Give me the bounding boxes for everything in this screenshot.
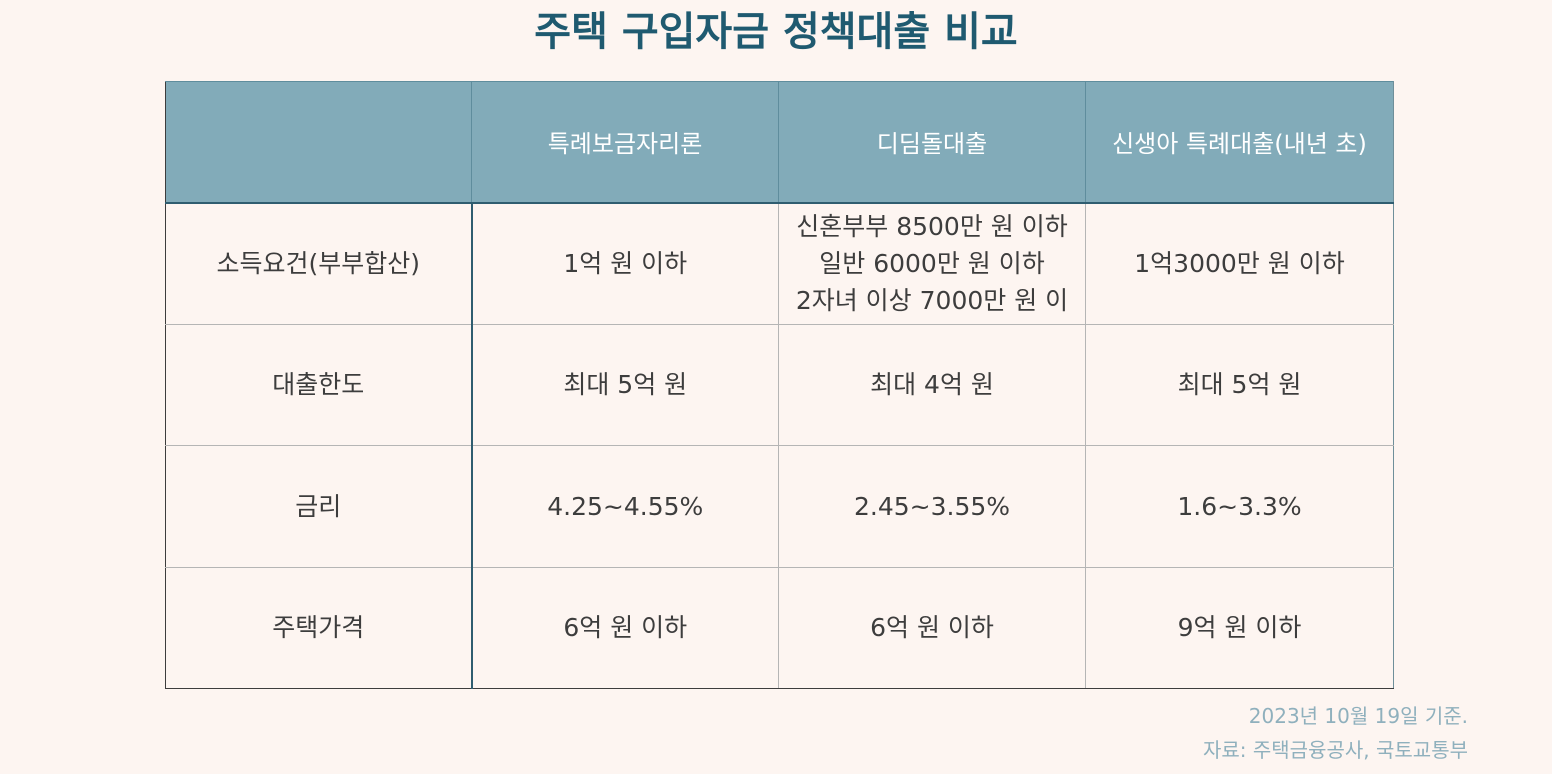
header-row: 특례보금자리론 디딤돌대출 신생아 특례대출(내년 초)	[165, 81, 1394, 204]
comparison-table: 특례보금자리론 디딤돌대출 신생아 특례대출(내년 초) 소득요건(부부합산) 1…	[165, 81, 1394, 689]
table-cell: 4.25~4.55%	[471, 445, 779, 568]
table-cell-line: 최대 5억 원	[1177, 370, 1302, 400]
table-cell: 6억 원 이하	[471, 566, 779, 689]
header-cell-corner	[165, 81, 472, 204]
row-label-cell: 금리	[165, 445, 473, 568]
table-cell-line: 최대 4억 원	[870, 370, 994, 400]
table-row: 대출한도 최대 5억 원 최대 4억 원 최대 5억 원	[165, 323, 1394, 446]
table-cell: 최대 5억 원	[1085, 323, 1394, 446]
header-cell-newborn-special: 신생아 특례대출(내년 초)	[1085, 81, 1394, 204]
footnote-source: 자료: 주택금융공사, 국토교통부	[1202, 738, 1468, 762]
table-row: 주택가격 6억 원 이하 6억 원 이하 9억 원 이하	[165, 566, 1394, 689]
row-label-cell: 대출한도	[165, 323, 473, 446]
table-cell-line: 9억 원 이하	[1177, 613, 1302, 643]
table-cell-line: 1.6~3.3%	[1177, 491, 1302, 521]
table-cell-line: 6억 원 이하	[563, 613, 688, 643]
table-cell: 최대 5억 원	[471, 323, 779, 446]
header-cell-didimdol: 디딤돌대출	[778, 81, 1086, 204]
table-cell-line: 신혼부부 8500만 원 이하	[796, 212, 1068, 241]
table-cell: 6억 원 이하	[778, 566, 1086, 689]
table-cell-line: 6억 원 이하	[870, 613, 994, 643]
table-cell-line: 일반 6000만 원 이하	[819, 249, 1045, 278]
table-cell: 9억 원 이하	[1085, 566, 1394, 689]
table-cell: 1.6~3.3%	[1085, 445, 1394, 568]
chart-title: 주택 구입자금 정책대출 비교	[534, 9, 1018, 55]
table-cell-line: 1억 원 이하	[563, 249, 688, 278]
table-cell: 1억3000만 원 이하	[1085, 202, 1394, 325]
table-cell-line: 최대 5억 원	[563, 370, 688, 400]
table-cell-line: 4.25~4.55%	[547, 491, 704, 521]
table-cell: 1억 원 이하	[471, 202, 779, 325]
row-label-cell: 소득요건(부부합산)	[165, 202, 473, 325]
table-cell: 2.45~3.55%	[778, 445, 1086, 568]
row-label-cell: 주택가격	[165, 566, 473, 689]
table-cell-line: 2.45~3.55%	[853, 491, 1011, 521]
footnote-date: 2023년 10월 19일 기준.	[1248, 704, 1468, 728]
table-cell-line: 1억3000만 원 이하	[1134, 249, 1345, 278]
table-row: 금리 4.25~4.55% 2.45~3.55% 1.6~3.3%	[165, 445, 1394, 568]
header-cell-special-bogeumjari: 특례보금자리론	[471, 81, 779, 204]
table-cell: 최대 4억 원	[778, 323, 1086, 446]
table-cell-line: 2자녀 이상 7000만 원 이	[795, 286, 1069, 315]
